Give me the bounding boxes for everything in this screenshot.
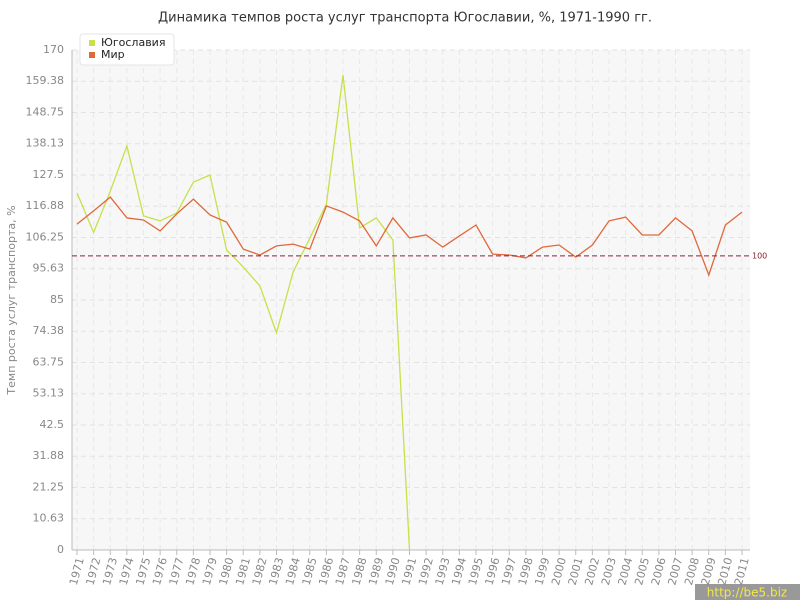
marks <box>76 74 743 551</box>
x-tick-label: 2011 <box>732 556 752 586</box>
y-tick-label: 74.38 <box>33 324 65 337</box>
y-tick-label: 10.63 <box>33 512 65 525</box>
reference-label: 100 <box>752 251 767 260</box>
chart-title: Динамика темпов роста услуг транспорта Ю… <box>158 11 652 26</box>
y-tick-label: 31.88 <box>33 449 65 462</box>
y-axis-label: Темп роста услуг транспорта, % <box>5 205 18 395</box>
y-tick-label: 170 <box>43 43 64 56</box>
y-tick-label: 159.38 <box>26 74 65 87</box>
legend-swatch <box>89 52 95 58</box>
watermark: http://be5.biz <box>707 586 787 600</box>
grid <box>72 49 750 551</box>
series-line <box>76 196 743 277</box>
y-tick-label: 148.75 <box>26 106 65 119</box>
series-line <box>76 74 411 551</box>
y-tick-label: 95.63 <box>33 262 65 275</box>
y-tick-label: 85 <box>50 293 64 306</box>
legend-label: Югославия <box>101 36 165 49</box>
y-tick-label: 138.13 <box>26 137 65 150</box>
y-tick-label: 106.25 <box>26 231 65 244</box>
legend-swatch <box>89 40 95 46</box>
y-tick-label: 21.25 <box>33 481 65 494</box>
legend-label: Мир <box>101 48 125 61</box>
y-tick-label: 53.13 <box>33 387 65 400</box>
y-tick-label: 127.5 <box>33 168 65 181</box>
y-tick-label: 116.88 <box>26 199 65 212</box>
y-tick-label: 42.5 <box>40 418 65 431</box>
legend-box <box>79 33 175 66</box>
y-tick-label: 63.75 <box>33 356 65 369</box>
watermark-bg <box>695 584 800 600</box>
y-tick-label: 0 <box>57 543 64 556</box>
